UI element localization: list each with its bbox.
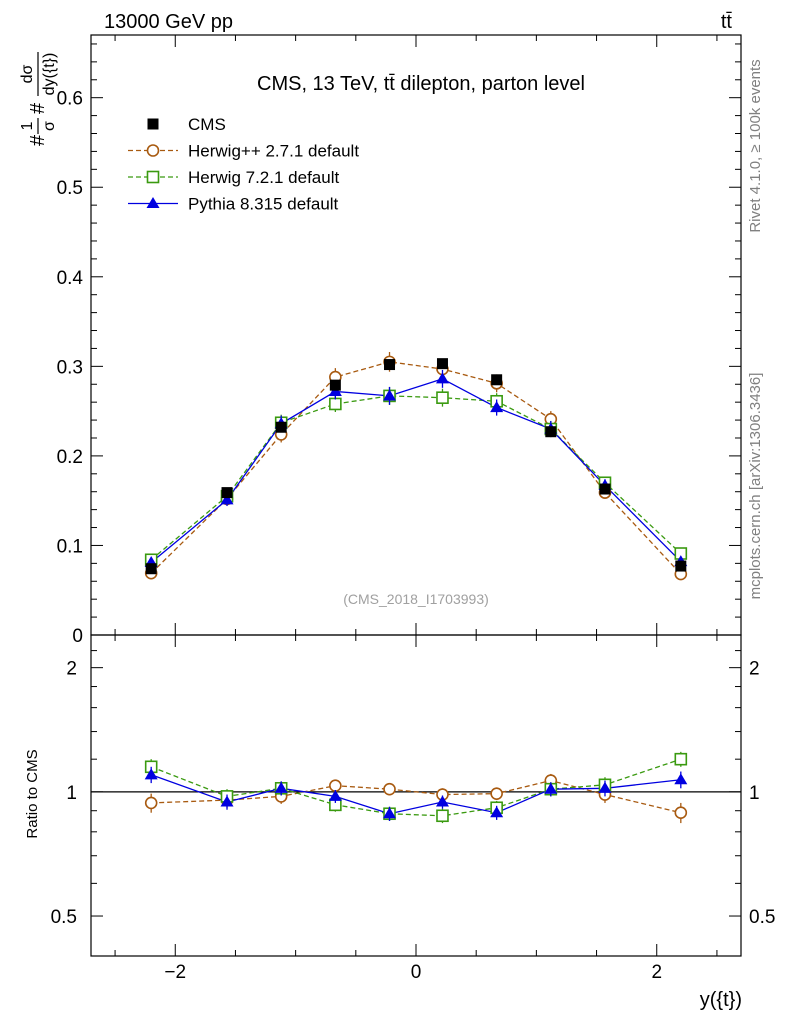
x-tick-labels: −2 0 2 <box>164 962 662 983</box>
data-point-pythia <box>383 389 397 401</box>
legend-marker-pythia <box>146 197 160 209</box>
energy-label: 13000 GeV pp <box>104 11 233 33</box>
data-point-cms <box>545 426 557 438</box>
legend-label: Pythia 8.315 default <box>188 195 339 214</box>
x-tick-label: 2 <box>651 962 662 983</box>
ylabel-num2: dσ <box>19 64 36 83</box>
mcplots-label: mcplots.cern.ch [arXiv:1306.3436] <box>747 373 764 600</box>
analysis-watermark: (CMS_2018_I1703993) <box>343 591 489 607</box>
ratio-point-herwig7 <box>436 809 449 823</box>
data-point-pythia <box>435 372 449 384</box>
ylabel-den2: dy({t}) <box>41 53 58 96</box>
data-point-pythia <box>490 401 504 413</box>
ratio-point-herwigpp <box>329 779 342 792</box>
ylabel-prefix: # <box>27 134 49 146</box>
ratio-panel: 0.5 0.5 1 1 2 2 −2 0 2 Ratio to CMS y({t}) <box>24 634 776 1011</box>
ratio-point-herwigpp <box>490 787 503 800</box>
ratio-y-tick-label: 2 <box>66 659 77 680</box>
ylabel-mid: # <box>27 102 49 114</box>
ratio-point-pythia <box>544 782 558 794</box>
ratio-point-pythia <box>435 795 449 807</box>
y-tick-label: 0.1 <box>57 536 83 557</box>
ratio-right-tick-label: 2 <box>749 659 760 680</box>
ratio-point-pythia <box>274 781 288 793</box>
y-tick-label: 0.3 <box>57 357 83 378</box>
ratio-y-tick-label: 1 <box>66 783 77 804</box>
ylabel-num1: 1 <box>19 121 36 130</box>
ratio-line-pythia <box>150 774 681 815</box>
ylabel-den1: σ <box>41 121 58 131</box>
ratio-point-pythia <box>490 806 504 818</box>
main-panel: 0 0.1 0.2 0.3 0.4 0.5 0.6 CMS, 13 TeV, tt̄ dil… <box>57 34 742 647</box>
legend-label: Herwig 7.2.1 default <box>188 168 339 187</box>
ratio-point-pythia <box>598 781 612 793</box>
ratio-right-tick-label: 0.5 <box>749 907 775 928</box>
x-tick-label: 0 <box>411 962 422 983</box>
ratio-point-pythia <box>383 807 397 819</box>
ratio-point-herwigpp <box>144 796 158 810</box>
data-point-cms <box>275 421 287 433</box>
ratio-point-pythia <box>674 773 688 785</box>
y-tick-label: 0.6 <box>57 89 83 110</box>
ratio-point-herwigpp <box>383 782 396 796</box>
data-point-cms <box>675 560 687 572</box>
data-point-cms <box>221 487 233 499</box>
ratio-point-pythia <box>144 768 158 780</box>
ratio-point-herwig7 <box>674 752 688 766</box>
main-axis-ticks <box>91 35 741 636</box>
ratio-line-herwig7 <box>150 758 682 817</box>
data-point-cms <box>145 563 157 575</box>
main-series-layer <box>144 352 688 581</box>
ratio-right-tick-label: 1 <box>749 783 760 804</box>
ratio-axis-ticks <box>91 634 741 957</box>
legend-label: CMS <box>188 115 226 134</box>
legend-marker-cms <box>147 118 159 130</box>
x-tick-label: −2 <box>164 962 186 983</box>
data-point-herwig7 <box>329 397 342 411</box>
main-y-tick-labels: 0 0.1 0.2 0.3 0.4 0.5 0.6 <box>57 89 84 647</box>
ratio-point-herwigpp <box>674 806 688 820</box>
rivet-version-label: Rivet 4.1.0, ≥ 100k events <box>747 59 764 232</box>
ratio-y-tick-labels: 0.5 0.5 1 1 2 2 <box>51 659 776 928</box>
data-point-cms <box>599 483 611 495</box>
ratio-point-pythia <box>328 789 342 801</box>
series-line-herwigpp <box>150 361 682 575</box>
y-tick-label: 0 <box>72 626 83 647</box>
ratio-series-layer <box>144 751 688 824</box>
ratio-point-pythia <box>220 795 234 807</box>
y-tick-label: 0.2 <box>57 447 83 468</box>
legend-marker-herwigpp <box>146 144 160 157</box>
ratio-line-herwigpp <box>151 779 681 814</box>
data-point-cms <box>436 358 448 370</box>
ratio-y-tick-label: 0.5 <box>51 907 77 928</box>
y-tick-label: 0.4 <box>57 268 84 289</box>
legend: CMS Herwig++ 2.7.1 default Herwig 7.2.1 de… <box>128 115 359 214</box>
main-y-axis-label: # 1 σ # dσ dy({t}) <box>19 52 58 146</box>
process-label: tt̄ <box>721 11 733 33</box>
data-point-cms <box>384 359 396 371</box>
data-point-cms <box>329 379 341 391</box>
y-tick-label: 0.5 <box>57 178 83 199</box>
series-line-pythia <box>150 378 682 563</box>
data-point-cms <box>491 374 503 386</box>
main-title: CMS, 13 TeV, tt̄ dilepton, parton level <box>257 73 585 95</box>
data-point-herwig7 <box>436 391 449 404</box>
data-point-pythia <box>220 493 234 505</box>
x-axis-label: y({t}) <box>700 989 742 1011</box>
ratio-panel-frame <box>90 634 742 957</box>
legend-marker-herwig7 <box>146 170 160 184</box>
series-line-herwig7 <box>150 395 682 561</box>
ratio-y-axis-label: Ratio to CMS <box>24 749 41 838</box>
legend-label: Herwig++ 2.7.1 default <box>188 142 359 161</box>
